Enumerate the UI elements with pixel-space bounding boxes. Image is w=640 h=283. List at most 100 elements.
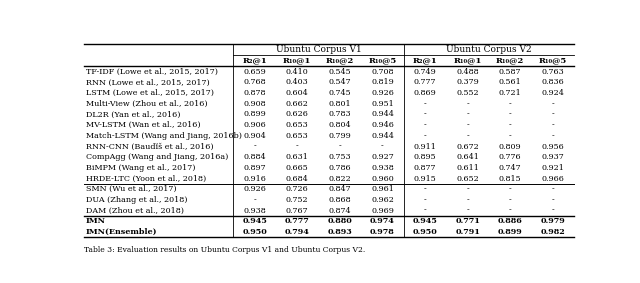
Text: Match-LSTM (Wang and Jiang, 2016b): Match-LSTM (Wang and Jiang, 2016b) [86, 132, 242, 140]
Text: 0.561: 0.561 [499, 78, 522, 86]
Text: 0.815: 0.815 [499, 175, 522, 183]
Text: -: - [552, 196, 554, 204]
Text: 0.904: 0.904 [243, 132, 266, 140]
Text: 0.799: 0.799 [328, 132, 351, 140]
Text: 0.684: 0.684 [286, 175, 308, 183]
Text: 0.962: 0.962 [371, 196, 394, 204]
Text: 0.924: 0.924 [541, 89, 564, 97]
Text: 0.893: 0.893 [328, 228, 352, 236]
Text: CompAgg (Wang and Jiang, 2016a): CompAgg (Wang and Jiang, 2016a) [86, 153, 228, 161]
Text: R₁₀@2: R₁₀@2 [326, 57, 354, 65]
Text: 0.771: 0.771 [455, 217, 480, 225]
Text: 0.626: 0.626 [286, 110, 308, 119]
Text: Table 3: Evaluation results on Ubuntu Corpus V1 and Ubuntu Corpus V2.: Table 3: Evaluation results on Ubuntu Co… [84, 246, 365, 254]
Text: 0.899: 0.899 [243, 110, 266, 119]
Text: BiMPM (Wang et al., 2017): BiMPM (Wang et al., 2017) [86, 164, 195, 172]
Text: 0.403: 0.403 [286, 78, 308, 86]
Text: 0.721: 0.721 [499, 89, 522, 97]
Text: -: - [467, 121, 469, 129]
Text: 0.937: 0.937 [541, 153, 564, 161]
Text: DL2R (Yan et al., 2016): DL2R (Yan et al., 2016) [86, 110, 180, 119]
Text: 0.604: 0.604 [286, 89, 308, 97]
Text: 0.911: 0.911 [413, 143, 436, 151]
Text: 0.899: 0.899 [498, 228, 523, 236]
Text: -: - [509, 132, 511, 140]
Text: -: - [424, 196, 426, 204]
Text: 0.926: 0.926 [371, 89, 394, 97]
Text: -: - [509, 100, 511, 108]
Text: TF-IDF (Lowe et al., 2015, 2017): TF-IDF (Lowe et al., 2015, 2017) [86, 68, 218, 76]
Text: -: - [552, 132, 554, 140]
Text: -: - [424, 207, 426, 215]
Text: 0.776: 0.776 [499, 153, 522, 161]
Text: -: - [296, 143, 299, 151]
Text: 0.672: 0.672 [456, 143, 479, 151]
Text: 0.745: 0.745 [328, 89, 351, 97]
Text: HRDE-LTC (Yoon et al., 2018): HRDE-LTC (Yoon et al., 2018) [86, 175, 206, 183]
Text: -: - [467, 196, 469, 204]
Text: 0.927: 0.927 [371, 153, 394, 161]
Text: 0.587: 0.587 [499, 68, 522, 76]
Text: 0.662: 0.662 [286, 100, 308, 108]
Text: 0.819: 0.819 [371, 78, 394, 86]
Text: 0.801: 0.801 [328, 100, 351, 108]
Text: -: - [424, 185, 426, 193]
Text: IMN(Ensemble): IMN(Ensemble) [86, 228, 157, 236]
Text: -: - [424, 110, 426, 119]
Text: Ubuntu Corpus V1: Ubuntu Corpus V1 [276, 45, 362, 54]
Text: 0.944: 0.944 [371, 110, 394, 119]
Text: R₁₀@1: R₁₀@1 [454, 57, 482, 65]
Text: DAM (Zhou et al., 2018): DAM (Zhou et al., 2018) [86, 207, 184, 215]
Text: -: - [467, 207, 469, 215]
Text: 0.921: 0.921 [541, 164, 564, 172]
Text: 0.809: 0.809 [499, 143, 522, 151]
Text: 0.906: 0.906 [243, 121, 266, 129]
Text: LSTM (Lowe et al., 2015, 2017): LSTM (Lowe et al., 2015, 2017) [86, 89, 214, 97]
Text: Ubuntu Corpus V2: Ubuntu Corpus V2 [446, 45, 532, 54]
Text: 0.946: 0.946 [371, 121, 394, 129]
Text: 0.895: 0.895 [413, 153, 436, 161]
Text: 0.869: 0.869 [413, 89, 436, 97]
Text: 0.783: 0.783 [328, 110, 351, 119]
Text: 0.969: 0.969 [371, 207, 394, 215]
Text: -: - [467, 132, 469, 140]
Text: 0.545: 0.545 [328, 68, 351, 76]
Text: 0.631: 0.631 [286, 153, 308, 161]
Text: 0.791: 0.791 [455, 228, 480, 236]
Text: 0.747: 0.747 [499, 164, 522, 172]
Text: -: - [253, 196, 256, 204]
Text: 0.874: 0.874 [328, 207, 351, 215]
Text: 0.961: 0.961 [371, 185, 394, 193]
Text: R₁₀@5: R₁₀@5 [539, 57, 567, 65]
Text: -: - [424, 121, 426, 129]
Text: 0.944: 0.944 [371, 132, 394, 140]
Text: 0.708: 0.708 [371, 68, 394, 76]
Text: 0.938: 0.938 [371, 164, 394, 172]
Text: 0.763: 0.763 [541, 68, 564, 76]
Text: 0.652: 0.652 [456, 175, 479, 183]
Text: -: - [552, 207, 554, 215]
Text: 0.777: 0.777 [414, 78, 436, 86]
Text: 0.878: 0.878 [243, 89, 266, 97]
Text: 0.767: 0.767 [286, 207, 308, 215]
Text: 0.847: 0.847 [328, 185, 351, 193]
Text: 0.749: 0.749 [413, 68, 436, 76]
Text: R₁₀@2: R₁₀@2 [496, 57, 524, 65]
Text: 0.974: 0.974 [370, 217, 395, 225]
Text: -: - [552, 110, 554, 119]
Text: 0.804: 0.804 [328, 121, 351, 129]
Text: 0.916: 0.916 [243, 175, 266, 183]
Text: 0.886: 0.886 [498, 217, 523, 225]
Text: -: - [509, 185, 511, 193]
Text: 0.752: 0.752 [286, 196, 308, 204]
Text: RNN-CNN (Baudĭš et al., 2016): RNN-CNN (Baudĭš et al., 2016) [86, 143, 214, 151]
Text: -: - [467, 100, 469, 108]
Text: -: - [253, 143, 256, 151]
Text: 0.641: 0.641 [456, 153, 479, 161]
Text: 0.786: 0.786 [328, 164, 351, 172]
Text: 0.926: 0.926 [243, 185, 266, 193]
Text: DUA (Zhang et al., 2018): DUA (Zhang et al., 2018) [86, 196, 188, 204]
Text: -: - [552, 185, 554, 193]
Text: 0.868: 0.868 [328, 196, 351, 204]
Text: 0.665: 0.665 [286, 164, 308, 172]
